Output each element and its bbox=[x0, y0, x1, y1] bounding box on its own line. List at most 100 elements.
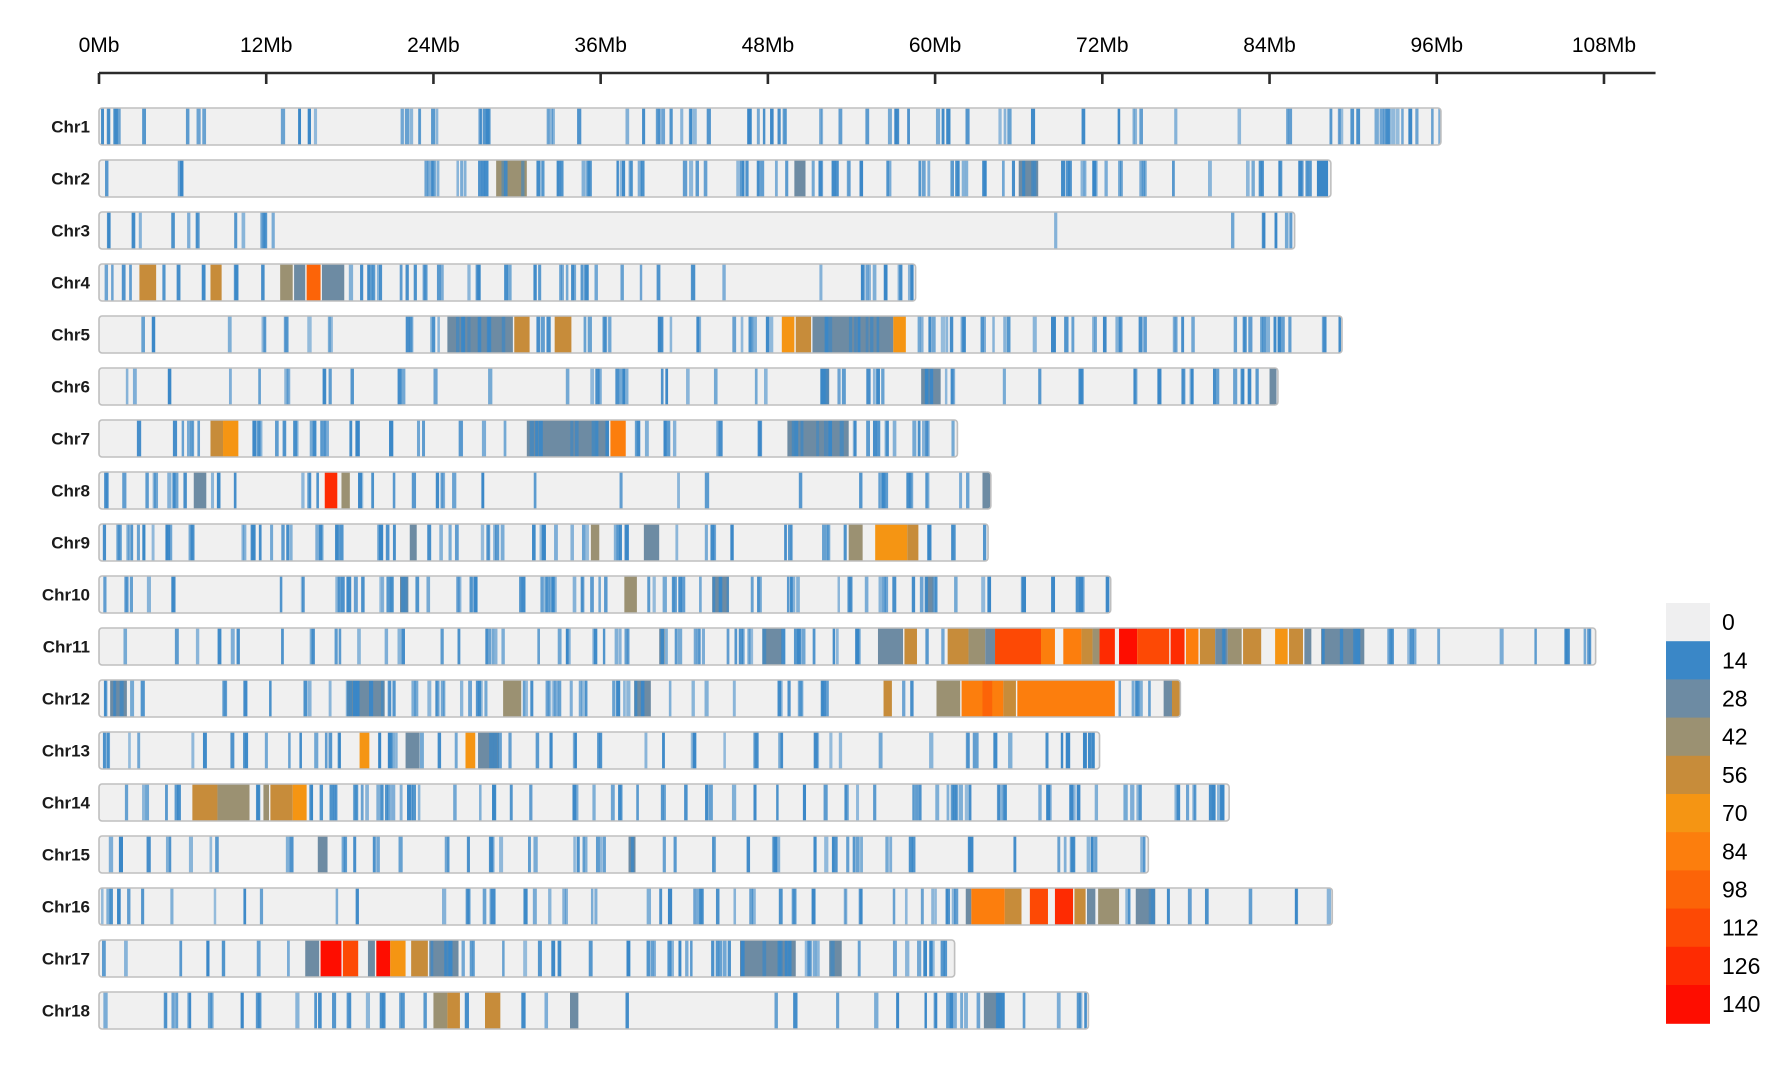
density-line bbox=[838, 732, 843, 769]
density-line bbox=[1064, 316, 1069, 353]
density-line bbox=[873, 784, 877, 821]
density-line bbox=[542, 524, 546, 561]
density-line bbox=[387, 680, 392, 717]
density-line bbox=[1241, 368, 1245, 405]
density-line bbox=[846, 836, 850, 873]
density-line bbox=[747, 628, 751, 665]
density-line bbox=[594, 888, 598, 925]
chromosome-bar-border bbox=[98, 783, 1230, 822]
density-line bbox=[677, 472, 680, 509]
band-group bbox=[123, 628, 1592, 665]
density-line bbox=[684, 784, 688, 821]
density-line bbox=[538, 420, 543, 457]
chromosome-bar-border bbox=[98, 887, 1334, 926]
legend-swatch bbox=[1666, 717, 1710, 757]
density-line bbox=[501, 316, 506, 353]
density-line bbox=[1123, 784, 1128, 821]
density-line bbox=[950, 784, 955, 821]
density-line bbox=[371, 472, 375, 509]
density-line bbox=[881, 368, 885, 405]
density-line bbox=[949, 316, 954, 353]
chromosome-label: Chr17 bbox=[42, 950, 90, 969]
density-line bbox=[258, 524, 262, 561]
density-line bbox=[716, 420, 720, 457]
density-line bbox=[931, 940, 935, 977]
chromosome-bar-border bbox=[98, 991, 1090, 1030]
band-group bbox=[101, 940, 948, 977]
density-block bbox=[193, 472, 207, 509]
density-block bbox=[433, 992, 448, 1029]
density-line bbox=[281, 628, 284, 665]
density-line bbox=[927, 524, 931, 561]
density-line bbox=[426, 576, 431, 613]
chromosome-row: Chr3 bbox=[51, 211, 1296, 250]
density-line bbox=[493, 524, 497, 561]
density-line bbox=[424, 160, 429, 197]
density-line bbox=[1289, 212, 1293, 249]
density-line bbox=[574, 732, 577, 769]
legend-value-label: 42 bbox=[1722, 724, 1748, 750]
density-line bbox=[910, 264, 914, 301]
density-line bbox=[777, 108, 781, 145]
chromosome-bar-border bbox=[98, 471, 992, 510]
density-line bbox=[917, 316, 921, 353]
density-line bbox=[594, 264, 598, 301]
density-line bbox=[346, 576, 350, 613]
density-line bbox=[509, 784, 513, 821]
density-line bbox=[924, 368, 929, 405]
density-block bbox=[947, 628, 969, 665]
density-line bbox=[980, 316, 985, 353]
density-line bbox=[475, 264, 480, 301]
density-line bbox=[532, 888, 537, 925]
chromosome-bar-border bbox=[98, 211, 1296, 250]
density-line bbox=[379, 992, 384, 1029]
density-line bbox=[911, 576, 916, 613]
density-line bbox=[431, 316, 436, 353]
axis-tick-label: 60Mb bbox=[909, 34, 962, 57]
density-block bbox=[503, 680, 522, 717]
density-block bbox=[409, 524, 417, 561]
density-line bbox=[275, 420, 279, 457]
density-line bbox=[1139, 160, 1143, 197]
band-group bbox=[125, 368, 1277, 405]
density-line bbox=[583, 836, 588, 873]
density-line bbox=[818, 160, 823, 197]
legend-swatch bbox=[1666, 755, 1710, 795]
density-line bbox=[497, 732, 502, 769]
density-line bbox=[334, 524, 339, 561]
density-line bbox=[1374, 108, 1379, 145]
density-line bbox=[779, 940, 783, 977]
density-line bbox=[243, 732, 246, 769]
density-line bbox=[409, 784, 414, 821]
density-line bbox=[475, 680, 480, 717]
density-line bbox=[404, 108, 410, 145]
density-line bbox=[612, 680, 616, 717]
density-line bbox=[786, 576, 790, 613]
density-line bbox=[261, 264, 265, 301]
density-block bbox=[342, 940, 359, 977]
density-line bbox=[1438, 108, 1441, 145]
density-line bbox=[1056, 992, 1061, 1029]
density-line bbox=[315, 524, 320, 561]
density-line bbox=[791, 420, 796, 457]
density-line bbox=[669, 108, 673, 145]
density-line bbox=[615, 680, 621, 717]
density-line bbox=[127, 888, 131, 925]
density-block bbox=[217, 784, 250, 821]
density-line bbox=[940, 940, 945, 977]
density-line bbox=[104, 472, 108, 509]
density-line bbox=[1075, 576, 1081, 613]
density-line bbox=[588, 940, 593, 977]
density-line bbox=[951, 420, 955, 457]
density-block bbox=[1316, 160, 1329, 197]
density-line bbox=[959, 472, 963, 509]
density-line bbox=[905, 940, 910, 977]
density-line bbox=[484, 680, 488, 717]
density-line bbox=[813, 836, 817, 873]
density-block bbox=[982, 472, 991, 509]
density-line bbox=[674, 628, 678, 665]
chromosome-label: Chr7 bbox=[51, 430, 90, 449]
chromosome-label: Chr2 bbox=[51, 170, 90, 189]
density-line bbox=[540, 576, 544, 613]
density-block bbox=[1243, 628, 1262, 665]
